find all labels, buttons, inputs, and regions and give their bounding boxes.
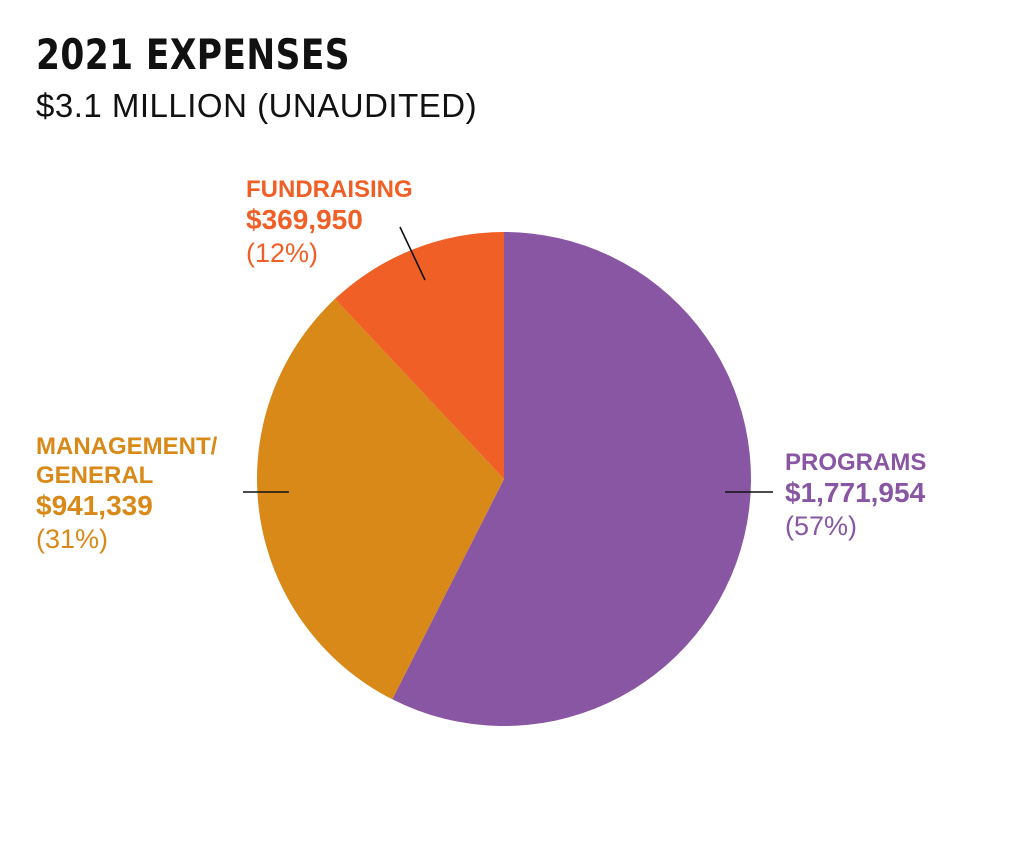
- pie-slice-programs: [392, 232, 751, 726]
- pie-slice-fundraising: [334, 232, 504, 479]
- slice-label-management-general-line-2: GENERAL: [36, 462, 153, 489]
- slice-percent-programs: (57%): [785, 511, 857, 541]
- pie-slice-management-general: [256, 298, 504, 700]
- leader-line-fundraising: [399, 226, 426, 281]
- slice-percent-management-general: (31%): [36, 524, 108, 554]
- chart-subtitle: $3.1 MILLION (UNAUDITED): [36, 87, 478, 124]
- slice-percent-fundraising: (12%): [246, 238, 318, 268]
- slice-value-management-general: $941,339: [36, 490, 153, 521]
- slice-label-management-general-line-1: MANAGEMENT/: [36, 433, 218, 460]
- slice-value-programs: $1,771,954: [785, 477, 926, 508]
- slice-label-programs: PROGRAMS: [785, 449, 926, 476]
- chart-title: 2021 EXPENSES: [36, 30, 350, 79]
- slice-value-fundraising: $369,950: [246, 204, 363, 235]
- slice-label-fundraising: FUNDRAISING: [246, 176, 413, 203]
